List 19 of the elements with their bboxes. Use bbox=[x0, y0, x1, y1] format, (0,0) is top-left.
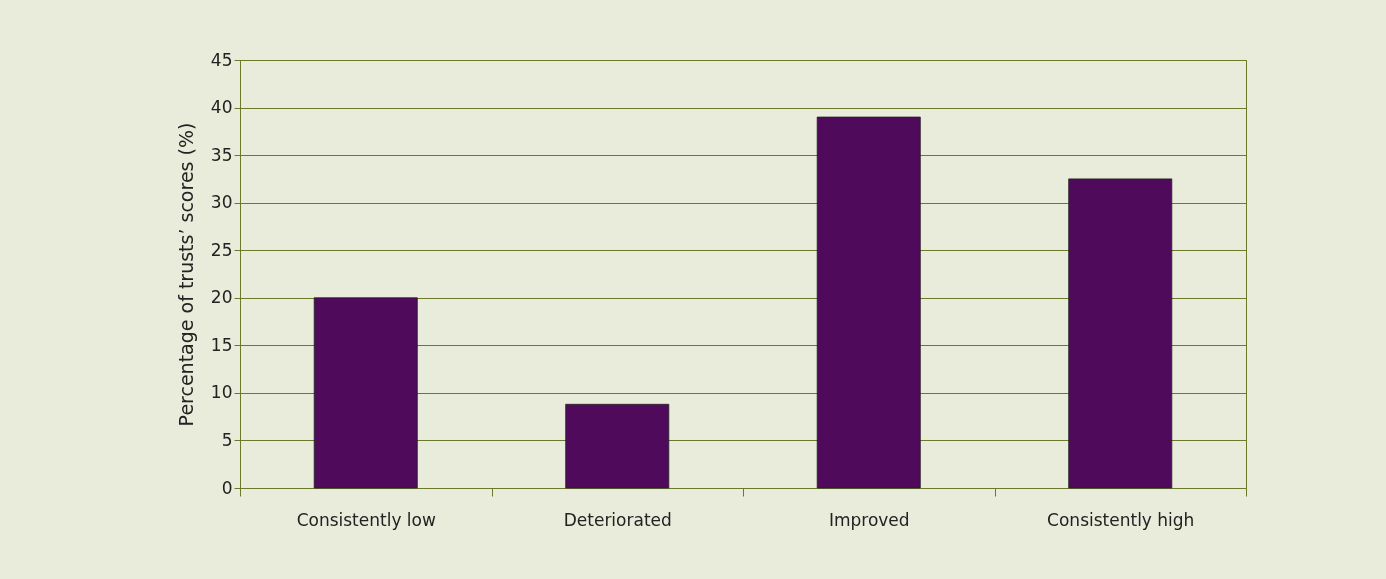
bar bbox=[1068, 178, 1173, 489]
y-tick-label: 10 bbox=[210, 382, 233, 403]
bar bbox=[816, 116, 921, 489]
y-tick-label: 40 bbox=[210, 97, 233, 118]
y-tick-label: 30 bbox=[210, 192, 233, 213]
x-tick-label: Consistently low bbox=[296, 509, 436, 530]
x-tick-label: Deteriorated bbox=[563, 509, 672, 530]
y-axis-title: Percentage of trusts’ scores (%) bbox=[174, 122, 197, 427]
x-tick-label: Improved bbox=[828, 509, 910, 530]
y-tick-label: 15 bbox=[210, 334, 233, 355]
x-tick-label: Consistently high bbox=[1047, 509, 1195, 530]
bar bbox=[565, 403, 670, 489]
y-tick-label: 0 bbox=[221, 477, 233, 498]
y-tick-label: 25 bbox=[210, 239, 233, 260]
y-tick-label: 20 bbox=[210, 287, 233, 308]
y-tick-label: 5 bbox=[221, 429, 233, 450]
y-tick-label: 45 bbox=[210, 49, 233, 70]
y-tick-label: 35 bbox=[210, 144, 233, 165]
bar bbox=[313, 297, 418, 489]
